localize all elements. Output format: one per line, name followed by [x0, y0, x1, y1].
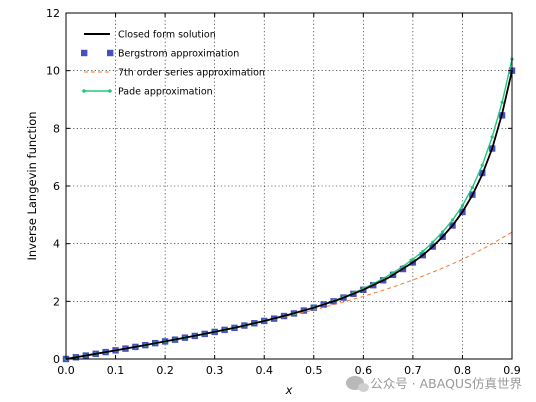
x-tick-label: 0.0	[57, 364, 75, 377]
legend-marker-bergstrom	[107, 49, 114, 57]
wechat-icon	[346, 375, 370, 392]
legend-item: 7th order series approximation	[84, 68, 265, 79]
y-tick-label: 4	[53, 238, 60, 251]
legend-label: 7th order series approximation	[118, 68, 265, 79]
pade-marker	[500, 100, 504, 104]
watermark-text: 公众号 · ABAQUS仿真世界	[370, 376, 522, 391]
x-tick-label: 0.1	[107, 364, 125, 377]
x-tick-label: 0.6	[355, 364, 373, 377]
watermark: 公众号 · ABAQUS仿真世界	[346, 373, 522, 392]
x-tick-label: 0.7	[404, 364, 422, 377]
legend-marker-pade	[82, 89, 86, 93]
plot-area	[62, 57, 516, 363]
x-tick-label: 0.4	[255, 364, 273, 377]
legend-label: Closed form solution	[118, 30, 216, 41]
x-tick-label: 0.3	[206, 364, 224, 377]
series-closed-form-line	[65, 70, 513, 360]
pade-marker	[450, 218, 455, 222]
pade-marker	[460, 204, 465, 208]
pade-marker	[431, 240, 435, 244]
pade-marker	[441, 230, 445, 234]
legend-item: Bergstrom approximation	[81, 49, 239, 60]
x-tick-label: 0.2	[156, 364, 174, 377]
legend-marker-pade	[108, 89, 112, 93]
series-bergstrom	[62, 67, 516, 363]
pade-marker	[421, 249, 425, 254]
legend-label: Bergstrom approximation	[118, 49, 239, 60]
legend-marker-bergstrom	[81, 49, 88, 57]
y-tick-label: 0	[53, 353, 60, 366]
y-tick-label: 8	[53, 122, 60, 135]
legend-item: Pade approximation	[82, 87, 213, 98]
legend: Closed form solution Bergstrom approximat…	[81, 30, 265, 98]
grid	[66, 13, 512, 359]
x-tick-label: 0.8	[454, 364, 472, 377]
axis-ticks: 0.0 0.1 0.2 0.3 0.4 0.5 0.6 0.7 0.8 0.9 0 2 4 6 8 10 12	[46, 7, 521, 377]
x-tick-label: 0.5	[305, 364, 323, 377]
pade-marker	[411, 257, 415, 261]
y-tick-label: 6	[53, 180, 60, 193]
pade-marker	[490, 135, 494, 139]
x-axis-label: x	[285, 383, 293, 397]
pade-marker	[480, 163, 484, 167]
x-tick-label: 0.9	[503, 364, 521, 377]
pade-marker	[470, 185, 474, 190]
series-7th-order-line	[65, 231, 513, 360]
y-tick-label: 12	[46, 7, 60, 20]
legend-item: Closed form solution	[84, 30, 216, 41]
y-axis-label: Inverse Langevin function	[25, 111, 39, 260]
y-tick-label: 2	[53, 295, 60, 308]
y-tick-label: 10	[46, 65, 60, 78]
legend-label: Pade approximation	[118, 87, 213, 98]
